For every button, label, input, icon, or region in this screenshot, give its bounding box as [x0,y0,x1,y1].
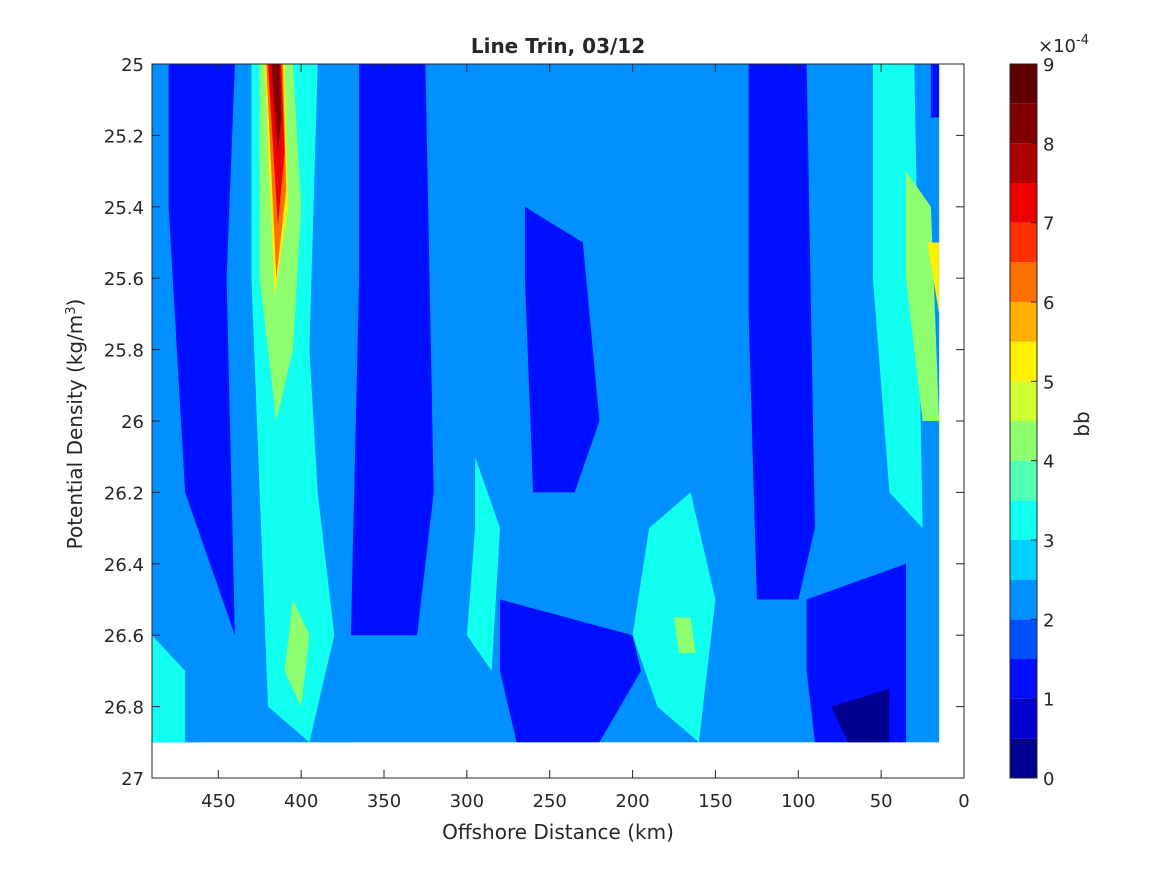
colorbar-swatch [1010,302,1037,342]
colorbar-exponent: ×10-4 [1038,33,1089,57]
x-tick-label: 100 [781,791,815,812]
x-tick-label: 0 [958,791,969,812]
x-tick-label: 50 [870,791,893,812]
y-axis-ticks: 25 25.2 25.4 25.6 25.8 26 26.2 26.4 26.6 26.8 27 [104,55,964,790]
colorbar-swatch [1010,381,1037,421]
colorbar-tick-label: 6 [1043,293,1054,314]
colorbar-exponent-power: -4 [1076,33,1089,48]
colorbar-tick-label: 3 [1043,531,1054,552]
x-tick-label: 350 [367,791,401,812]
colorbar-frame [1009,63,1038,779]
colorbar-tick-label: 0 [1043,769,1054,790]
y-tick-label: 26.6 [104,626,144,647]
y-tick-label: 26 [121,412,144,433]
colorbar-swatch [1010,460,1037,501]
x-tick-label: 450 [201,791,235,812]
contour-region [466,456,500,671]
colorbar-tick-label: 7 [1043,214,1054,235]
chart-title: Line Trin, 03/12 [471,34,645,58]
x-axis-ticks: 450 400 350 300 250 200 150 100 50 0 [201,64,970,812]
y-axis-label: Potential Density (kg/m3) [63,299,87,550]
x-tick-label: 300 [450,791,484,812]
contour-region [831,688,890,743]
y-tick-label: 25.4 [104,198,144,219]
colorbar-exponent-base: ×10 [1038,36,1076,57]
colorbar-tick-label: 4 [1043,452,1054,473]
colorbar-swatch [1010,262,1037,302]
y-axis-label-tail: ) [63,299,87,307]
x-tick-label: 200 [615,791,649,812]
colorbar-swatch [1010,540,1037,580]
colorbar-swatch [1010,103,1037,144]
colorbar-swatch [1010,659,1037,699]
y-tick-label: 27 [121,769,144,790]
colorbar-tick-label: 1 [1043,690,1054,711]
contour-region [284,599,310,707]
contour-region [632,492,716,743]
x-tick-label: 150 [698,791,732,812]
colorbar: 0 1 2 3 4 5 6 7 8 9 [1009,55,1054,790]
x-tick-label: 250 [533,791,567,812]
contour-region [168,64,235,636]
contour-region [152,635,186,743]
colorbar-swatch [1010,500,1037,540]
y-axis-label-main: Potential Density (kg/m [63,315,87,550]
x-axis-label: Offshore Distance (km) [442,820,674,844]
y-tick-label: 25 [121,55,144,76]
colorbar-swatch [1010,579,1037,620]
y-tick-label: 25.2 [104,126,144,147]
colorbar-swatch [1010,738,1037,778]
colorbar-swatch [1010,619,1037,659]
colorbar-swatch [1010,64,1037,104]
contour-region [927,242,940,314]
colorbar-swatch [1010,222,1037,263]
colorbar-tick-label: 8 [1043,134,1054,155]
colorbar-tick-label: 5 [1043,372,1054,393]
y-tick-label: 25.6 [104,269,144,290]
y-axis-label-superscript: 3 [64,306,79,314]
colorbar-swatch [1010,698,1037,739]
contour-region [906,171,940,421]
colorbar-swatch [1010,143,1037,183]
x-tick-label: 400 [284,791,318,812]
colorbar-swatch [1010,183,1037,223]
contour-region [350,64,434,636]
y-tick-label: 25.8 [104,341,144,362]
y-tick-label: 26.8 [104,698,144,719]
colorbar-swatch [1010,421,1037,461]
contour-region [748,64,815,600]
contour-region [674,617,696,653]
y-tick-label: 26.4 [104,555,144,576]
colorbar-tick-label: 9 [1043,55,1054,76]
y-tick-label: 26.2 [104,483,144,504]
colorbar-swatch [1010,341,1037,382]
colorbar-tick-label: 2 [1043,610,1054,631]
contour-region [271,64,282,154]
colorbar-label: bb [1070,411,1094,436]
contour-region [524,206,600,493]
contour-region [930,64,940,118]
contour-fill-layer [152,64,940,743]
contour-region [500,599,641,743]
